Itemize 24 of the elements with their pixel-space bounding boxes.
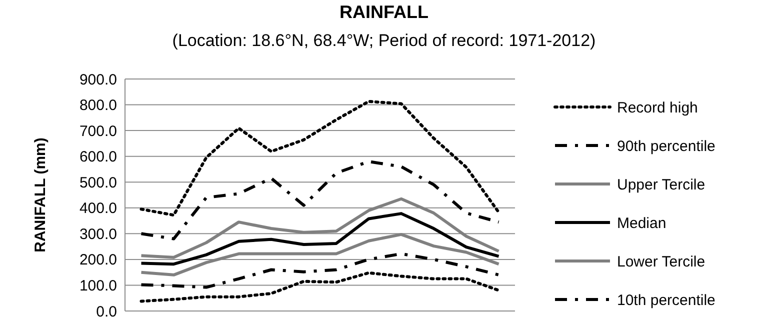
line-series (140, 212, 500, 266)
chart-subtitle: (Location: 18.6°N, 68.4°W; Period of record: 1971-2012) (172, 31, 596, 50)
y-tick-label: 400.0 (79, 200, 117, 218)
y-tick-label: 700.0 (79, 122, 117, 140)
y-axis-title: RANIFALL (mm) (32, 138, 49, 252)
line-series (140, 252, 500, 289)
y-tick-label: 900.0 (79, 71, 117, 88)
y-tick-label: 300.0 (79, 226, 117, 243)
line-series (140, 271, 500, 303)
y-tick-label: 500.0 (79, 174, 117, 192)
legend-label: 10th percentile (617, 292, 716, 309)
line-series (140, 100, 500, 217)
y-tick-label: 200.0 (79, 252, 117, 269)
line-series (140, 160, 500, 240)
chart-title: RAINFALL (340, 2, 428, 22)
legend-label: 90th percentile (617, 138, 716, 155)
legend-label: Upper Tercile (617, 176, 706, 194)
legend-label: Lower Tercile (617, 253, 706, 270)
y-tick-label: 100.0 (79, 277, 117, 294)
legend-label: Median (617, 214, 666, 232)
legend-label: Record high (617, 99, 698, 116)
y-tick-label: 600.0 (79, 148, 117, 166)
y-tick-label: 800.0 (79, 97, 117, 114)
y-tick-label: 0.0 (96, 303, 117, 320)
